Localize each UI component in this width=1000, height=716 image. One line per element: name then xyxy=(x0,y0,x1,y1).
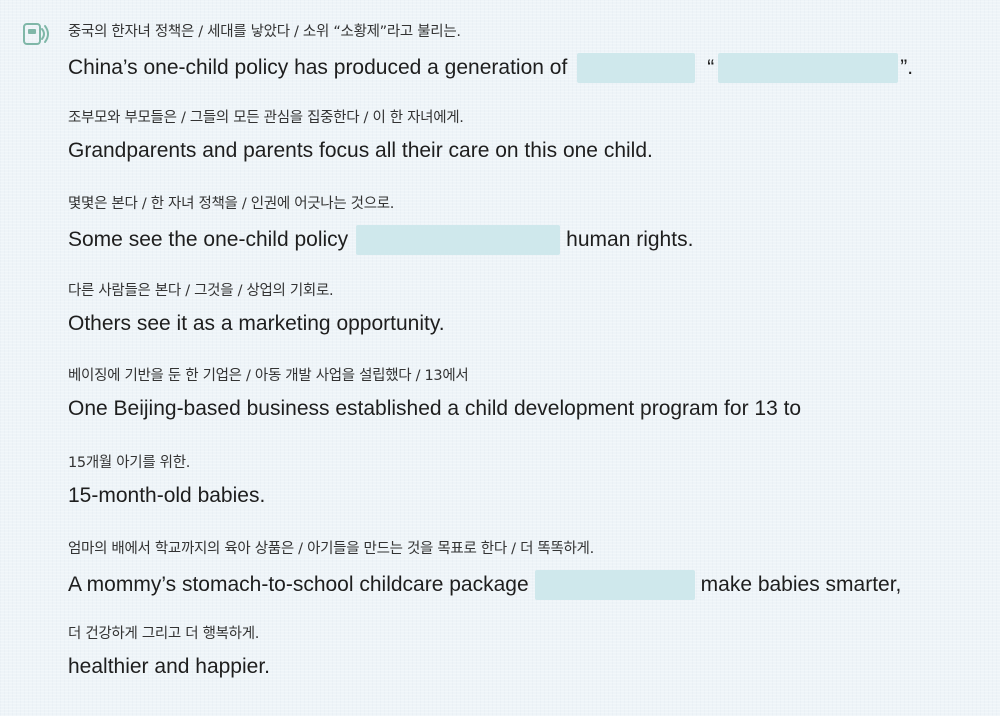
answer-blank[interactable] xyxy=(356,225,561,255)
sentence-block-8: 더 건강하게 그리고 더 행복하게. healthier and happier… xyxy=(68,622,270,679)
sentence-block-1: 중국의 한자녀 정책은 / 세대를 낳았다 / 소위 “소황제”라고 불리는. … xyxy=(68,20,913,83)
english-sentence: Others see it as a marketing opportunity… xyxy=(68,312,445,335)
korean-gloss: 15개월 아기를 위한. xyxy=(68,455,191,471)
sentence-text: human rights. xyxy=(566,228,694,251)
sentence-text: make babies smarter, xyxy=(700,573,902,596)
sentence-block-3: 몇몇은 본다 / 한 자녀 정책을 / 인권에 어긋나는 것으로. Some s… xyxy=(68,192,693,255)
answer-blank[interactable] xyxy=(534,570,695,600)
english-sentence: One Beijing-based business established a… xyxy=(68,397,802,420)
open-quote: “ xyxy=(707,56,715,79)
korean-gloss: 중국의 한자녀 정책은 / 세대를 낳았다 / 소위 “소황제”라고 불리는. xyxy=(68,24,461,40)
korean-gloss: 몇몇은 본다 / 한 자녀 정책을 / 인권에 어긋나는 것으로. xyxy=(68,196,395,212)
korean-gloss: 조부모와 부모들은 / 그들의 모든 관심을 집중한다 / 이 한 자녀에게. xyxy=(68,110,464,126)
english-sentence: Some see the one-child policy human righ… xyxy=(68,225,693,255)
sentence-block-5: 베이징에 기반을 둔 한 기업은 / 아동 개발 사업을 설립했다 / 13에서… xyxy=(68,364,801,421)
sentence-block-6: 15개월 아기를 위한. 15-month-old babies. xyxy=(68,451,265,508)
sentence-text: Some see the one-child policy xyxy=(68,228,349,251)
answer-blank[interactable] xyxy=(718,53,899,83)
english-sentence: healthier and happier. xyxy=(68,655,270,678)
sentence-text: A mommy’s stomach-to-school childcare pa… xyxy=(68,573,529,596)
listening-speaker-icon[interactable] xyxy=(22,20,50,48)
sentence-block-2: 조부모와 부모들은 / 그들의 모든 관심을 집중한다 / 이 한 자녀에게. … xyxy=(68,106,653,163)
korean-gloss: 더 건강하게 그리고 더 행복하게. xyxy=(68,626,260,642)
close-quote: ”. xyxy=(900,56,914,79)
korean-gloss: 엄마의 배에서 학교까지의 육아 상품은 / 아기들을 만드는 것을 목표로 한… xyxy=(68,541,594,557)
english-sentence: Grandparents and parents focus all their… xyxy=(68,139,653,162)
sentence-block-7: 엄마의 배에서 학교까지의 육아 상품은 / 아기들을 만드는 것을 목표로 한… xyxy=(68,537,901,600)
korean-gloss: 다른 사람들은 본다 / 그것을 / 상업의 기회로. xyxy=(68,283,334,299)
english-sentence: China’s one-child policy has produced a … xyxy=(68,53,913,83)
answer-blank[interactable] xyxy=(577,53,696,83)
sentence-block-4: 다른 사람들은 본다 / 그것을 / 상업의 기회로. Others see i… xyxy=(68,279,445,336)
korean-gloss: 베이징에 기반을 둔 한 기업은 / 아동 개발 사업을 설립했다 / 13에서 xyxy=(68,368,469,384)
english-sentence: A mommy’s stomach-to-school childcare pa… xyxy=(68,570,901,600)
english-sentence: 15-month-old babies. xyxy=(68,484,266,507)
sentence-text: China’s one-child policy has produced a … xyxy=(68,56,568,79)
